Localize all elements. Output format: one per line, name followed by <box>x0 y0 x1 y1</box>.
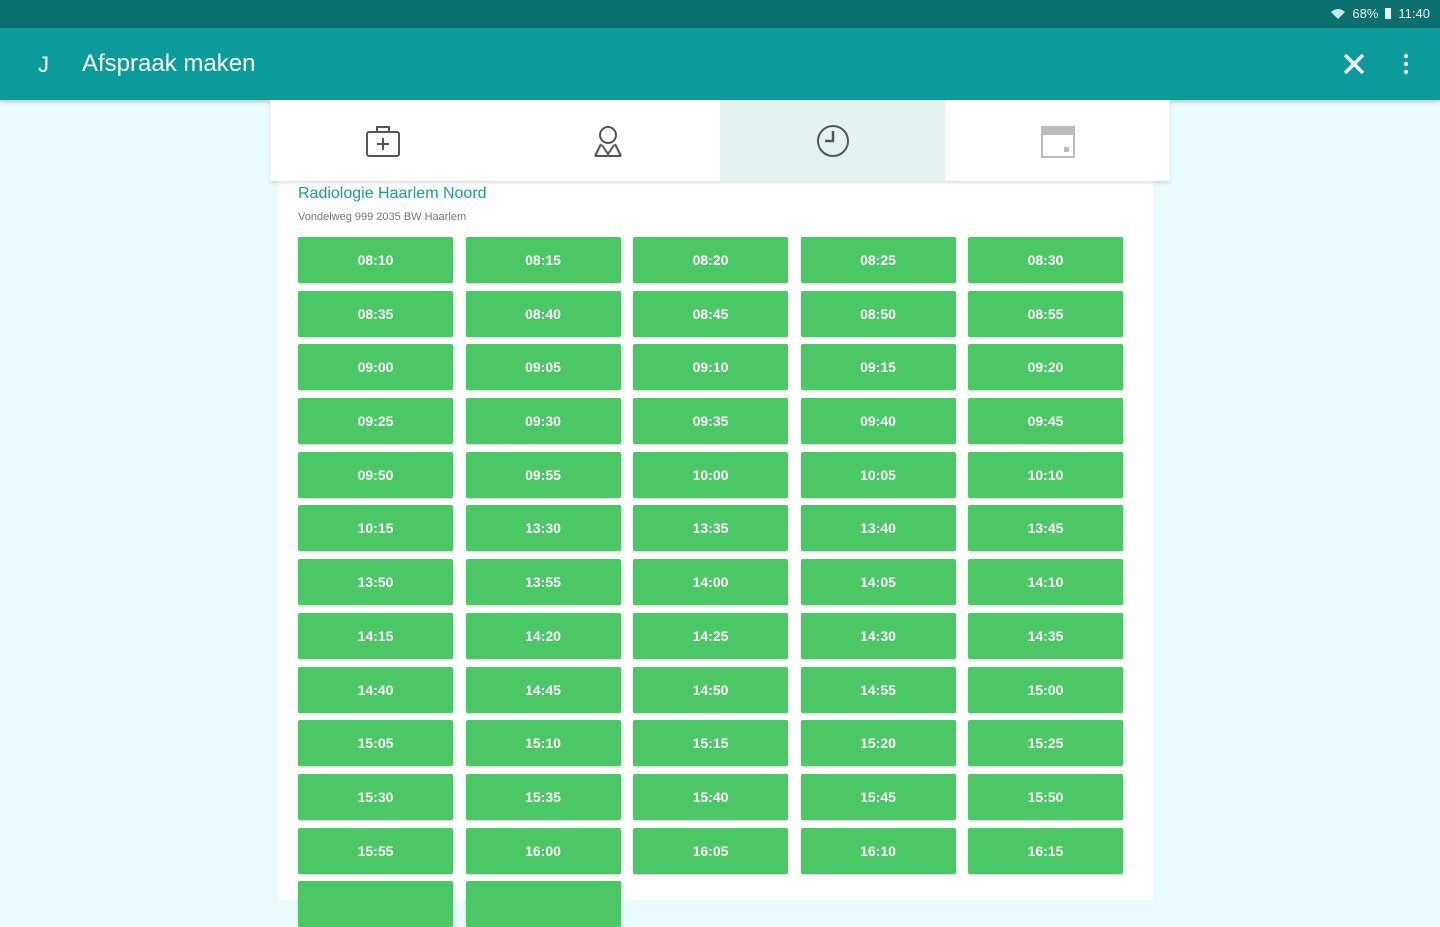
step-tabs <box>270 100 1170 181</box>
time-slot-button[interactable]: 08:50 <box>800 290 956 337</box>
time-slot-button[interactable]: 13:55 <box>465 559 621 606</box>
time-slot-button[interactable]: 15:30 <box>298 773 453 820</box>
time-slot-button[interactable]: 09:05 <box>465 344 621 391</box>
app-bar: J Afspraak maken <box>0 28 1440 100</box>
time-slot-button[interactable]: 10:05 <box>800 451 956 498</box>
time-slot-button[interactable]: 14:20 <box>465 612 621 659</box>
time-slot-button[interactable] <box>298 881 453 927</box>
time-slot-button[interactable]: 14:05 <box>800 559 956 606</box>
location-address: Vondelweg 999 2035 BW Haarlem <box>298 211 467 223</box>
time-slot-button[interactable]: 09:30 <box>465 398 621 445</box>
time-slot-button[interactable]: 15:25 <box>968 720 1123 767</box>
time-slot-button[interactable]: 15:45 <box>800 773 956 820</box>
time-slot-button[interactable]: 15:50 <box>968 773 1123 820</box>
time-slot-button[interactable]: 08:15 <box>465 237 621 283</box>
time-slot-button[interactable]: 14:35 <box>968 612 1123 659</box>
time-slot-button[interactable]: 09:45 <box>968 398 1123 445</box>
time-slot-button[interactable]: 13:45 <box>968 505 1123 552</box>
tab-date[interactable] <box>945 100 1170 181</box>
time-slot-button[interactable]: 08:45 <box>633 290 788 337</box>
app-title: Afspraak maken <box>82 50 256 77</box>
battery-icon <box>1385 8 1392 19</box>
time-slot-button[interactable]: 09:15 <box>800 344 956 391</box>
time-slot-button[interactable]: 10:10 <box>968 451 1123 498</box>
time-slot-button[interactable]: 14:55 <box>800 666 956 713</box>
time-slot-button[interactable]: 09:10 <box>633 344 788 391</box>
time-slot-button[interactable]: 13:50 <box>298 559 453 606</box>
time-slot-button[interactable]: 14:40 <box>298 666 453 713</box>
close-button[interactable] <box>1342 52 1366 76</box>
time-slot-button[interactable]: 14:25 <box>633 612 788 659</box>
time-slot-button[interactable]: 09:00 <box>298 344 453 391</box>
time-slot-button[interactable]: 09:25 <box>298 398 453 445</box>
time-slot-button[interactable]: 14:50 <box>633 666 788 713</box>
time-slot-button[interactable]: 15:40 <box>633 773 788 820</box>
clock: 11:40 <box>1398 6 1430 21</box>
wifi-icon <box>1331 8 1346 19</box>
time-slot-button[interactable]: 13:35 <box>633 505 788 552</box>
time-slot-button[interactable]: 09:20 <box>968 344 1123 391</box>
time-slot-button[interactable]: 14:10 <box>968 559 1123 606</box>
time-slot-button[interactable]: 08:20 <box>633 237 788 283</box>
time-slot-button[interactable]: 15:10 <box>465 720 621 767</box>
time-slot-button[interactable]: 14:00 <box>633 559 788 606</box>
time-slot-button[interactable]: 10:00 <box>633 451 788 498</box>
tab-treatment[interactable] <box>270 100 495 181</box>
time-slot-button[interactable]: 10:15 <box>298 505 453 552</box>
time-slot-button[interactable]: 08:35 <box>298 290 453 337</box>
status-icons: 68% 11:40 <box>1330 6 1430 21</box>
time-slot-button[interactable]: 16:05 <box>633 827 788 874</box>
location-name: Radiologie Haarlem Noord <box>298 185 487 202</box>
time-slot-button[interactable]: 16:15 <box>968 827 1123 874</box>
time-slot-button[interactable]: 08:30 <box>968 237 1123 283</box>
time-slot-button[interactable]: 08:10 <box>298 237 453 283</box>
time-slot-button[interactable]: 13:40 <box>800 505 956 552</box>
time-slot-button[interactable]: 16:10 <box>800 827 956 874</box>
time-slot-button[interactable]: 09:40 <box>800 398 956 445</box>
time-slot-button[interactable]: 09:35 <box>633 398 788 445</box>
status-bar: 68% 11:40 <box>0 0 1440 28</box>
time-slot-button[interactable]: 09:50 <box>298 451 453 498</box>
time-slot-button[interactable]: 09:55 <box>465 451 621 498</box>
battery-level: 68% <box>1352 6 1379 21</box>
time-slot-button[interactable]: 15:55 <box>298 827 453 874</box>
tab-time[interactable] <box>720 100 945 181</box>
time-slot-button[interactable]: 14:15 <box>298 612 453 659</box>
time-slot-button[interactable] <box>465 881 621 927</box>
time-slot-button[interactable]: 15:35 <box>465 773 621 820</box>
time-slot-button[interactable]: 15:20 <box>800 720 956 767</box>
menu-button[interactable] <box>1400 52 1412 76</box>
time-slot-button[interactable]: 14:45 <box>465 666 621 713</box>
time-slot-button[interactable]: 15:15 <box>633 720 788 767</box>
time-slot-button[interactable]: 14:30 <box>800 612 956 659</box>
time-slot-button[interactable]: 08:40 <box>465 290 621 337</box>
time-slot-button[interactable]: 08:25 <box>800 237 956 283</box>
time-slot-button[interactable]: 16:00 <box>465 827 621 874</box>
time-slot-button[interactable]: 15:00 <box>968 666 1123 713</box>
time-slot-button[interactable]: 13:30 <box>465 505 621 552</box>
content-card: Radiologie Haarlem Noord Vondelweg 999 2… <box>278 181 1153 927</box>
time-slot-button[interactable]: 15:05 <box>298 720 453 767</box>
tab-location[interactable] <box>495 100 720 181</box>
time-slot-grid: 08:10 08:15 08:20 08:25 08:30 08:35 08:40 08:45… <box>298 237 1123 927</box>
time-slot-button[interactable]: 08:55 <box>968 290 1123 337</box>
avatar-initial[interactable]: J <box>38 52 49 77</box>
